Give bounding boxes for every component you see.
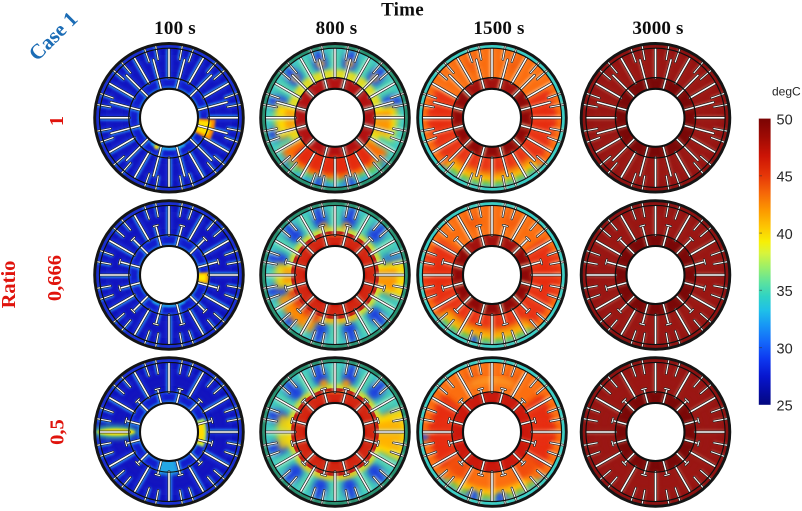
- svg-text:800 s: 800 s: [316, 18, 358, 39]
- svg-text:0,5: 0,5: [47, 419, 69, 445]
- svg-text:45: 45: [777, 170, 793, 186]
- svg-text:3000 s: 3000 s: [632, 18, 683, 39]
- svg-text:Time: Time: [381, 0, 424, 20]
- svg-text:35: 35: [777, 284, 793, 300]
- svg-text:50: 50: [777, 112, 793, 128]
- svg-text:1500 s: 1500 s: [473, 18, 524, 39]
- svg-text:25: 25: [777, 399, 793, 415]
- svg-text:30: 30: [777, 341, 793, 357]
- svg-text:100 s: 100 s: [154, 18, 196, 39]
- svg-text:0,666: 0,666: [44, 255, 66, 301]
- svg-text:Ratio: Ratio: [0, 261, 20, 309]
- svg-text:1: 1: [46, 116, 68, 126]
- svg-text:degC: degC: [772, 85, 801, 99]
- svg-text:40: 40: [777, 227, 793, 243]
